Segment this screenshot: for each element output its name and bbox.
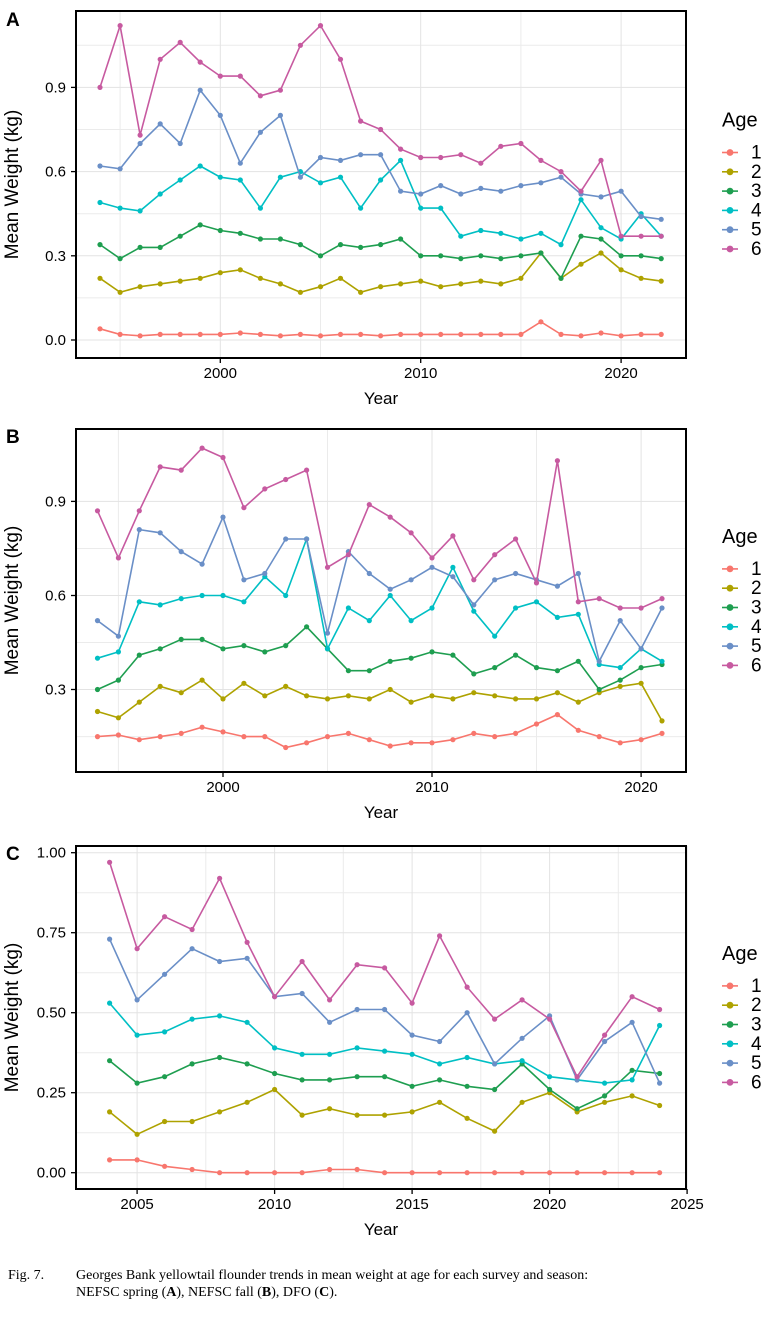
svg-text:Year: Year <box>364 1220 399 1239</box>
svg-text:0.6: 0.6 <box>45 588 66 605</box>
svg-text:Age: Age <box>722 526 758 548</box>
svg-text:0.50: 0.50 <box>37 1005 66 1022</box>
svg-text:4: 4 <box>751 200 762 221</box>
svg-text:2005: 2005 <box>120 1196 153 1213</box>
svg-text:2010: 2010 <box>258 1196 291 1213</box>
svg-text:2015: 2015 <box>395 1196 428 1213</box>
svg-text:4: 4 <box>751 617 762 638</box>
svg-text:1: 1 <box>751 559 762 580</box>
svg-text:2020: 2020 <box>624 779 657 796</box>
svg-text:1: 1 <box>751 143 762 164</box>
svg-text:2000: 2000 <box>204 365 237 382</box>
svg-text:0.9: 0.9 <box>45 493 66 510</box>
svg-text:6: 6 <box>751 1072 762 1093</box>
svg-text:3: 3 <box>751 1015 762 1036</box>
svg-text:2000: 2000 <box>206 779 239 796</box>
svg-text:4: 4 <box>751 1034 762 1055</box>
svg-text:2020: 2020 <box>533 1196 566 1213</box>
svg-text:5: 5 <box>751 636 762 657</box>
svg-text:2: 2 <box>751 162 762 183</box>
svg-text:0.3: 0.3 <box>45 682 66 699</box>
svg-text:A: A <box>6 10 20 31</box>
svg-text:2025: 2025 <box>670 1196 703 1213</box>
svg-text:Mean Weight (kg): Mean Weight (kg) <box>2 526 23 676</box>
svg-text:2020: 2020 <box>604 365 637 382</box>
svg-text:0.25: 0.25 <box>37 1085 66 1102</box>
svg-text:5: 5 <box>751 220 762 241</box>
svg-text:0.6: 0.6 <box>45 164 66 181</box>
svg-text:C: C <box>6 844 20 865</box>
svg-text:0.00: 0.00 <box>37 1165 66 1182</box>
svg-text:Mean Weight (kg): Mean Weight (kg) <box>2 943 23 1093</box>
svg-text:Year: Year <box>364 389 399 408</box>
svg-text:2010: 2010 <box>415 779 448 796</box>
svg-text:Age: Age <box>722 943 758 965</box>
svg-text:5: 5 <box>751 1053 762 1074</box>
svg-text:3: 3 <box>751 181 762 202</box>
svg-text:1.00: 1.00 <box>37 845 66 862</box>
svg-text:2010: 2010 <box>404 365 437 382</box>
svg-text:0.9: 0.9 <box>45 79 66 96</box>
svg-text:6: 6 <box>751 655 762 676</box>
svg-text:0.3: 0.3 <box>45 248 66 265</box>
svg-text:B: B <box>6 427 20 448</box>
svg-text:0.75: 0.75 <box>37 925 66 942</box>
svg-text:3: 3 <box>751 598 762 619</box>
svg-text:2: 2 <box>751 578 762 599</box>
svg-text:2: 2 <box>751 995 762 1016</box>
svg-text:1: 1 <box>751 976 762 997</box>
svg-text:6: 6 <box>751 239 762 260</box>
svg-text:Age: Age <box>722 110 758 132</box>
svg-text:Year: Year <box>364 803 399 822</box>
svg-text:0.0: 0.0 <box>45 332 66 349</box>
svg-text:Mean Weight (kg): Mean Weight (kg) <box>2 110 23 260</box>
